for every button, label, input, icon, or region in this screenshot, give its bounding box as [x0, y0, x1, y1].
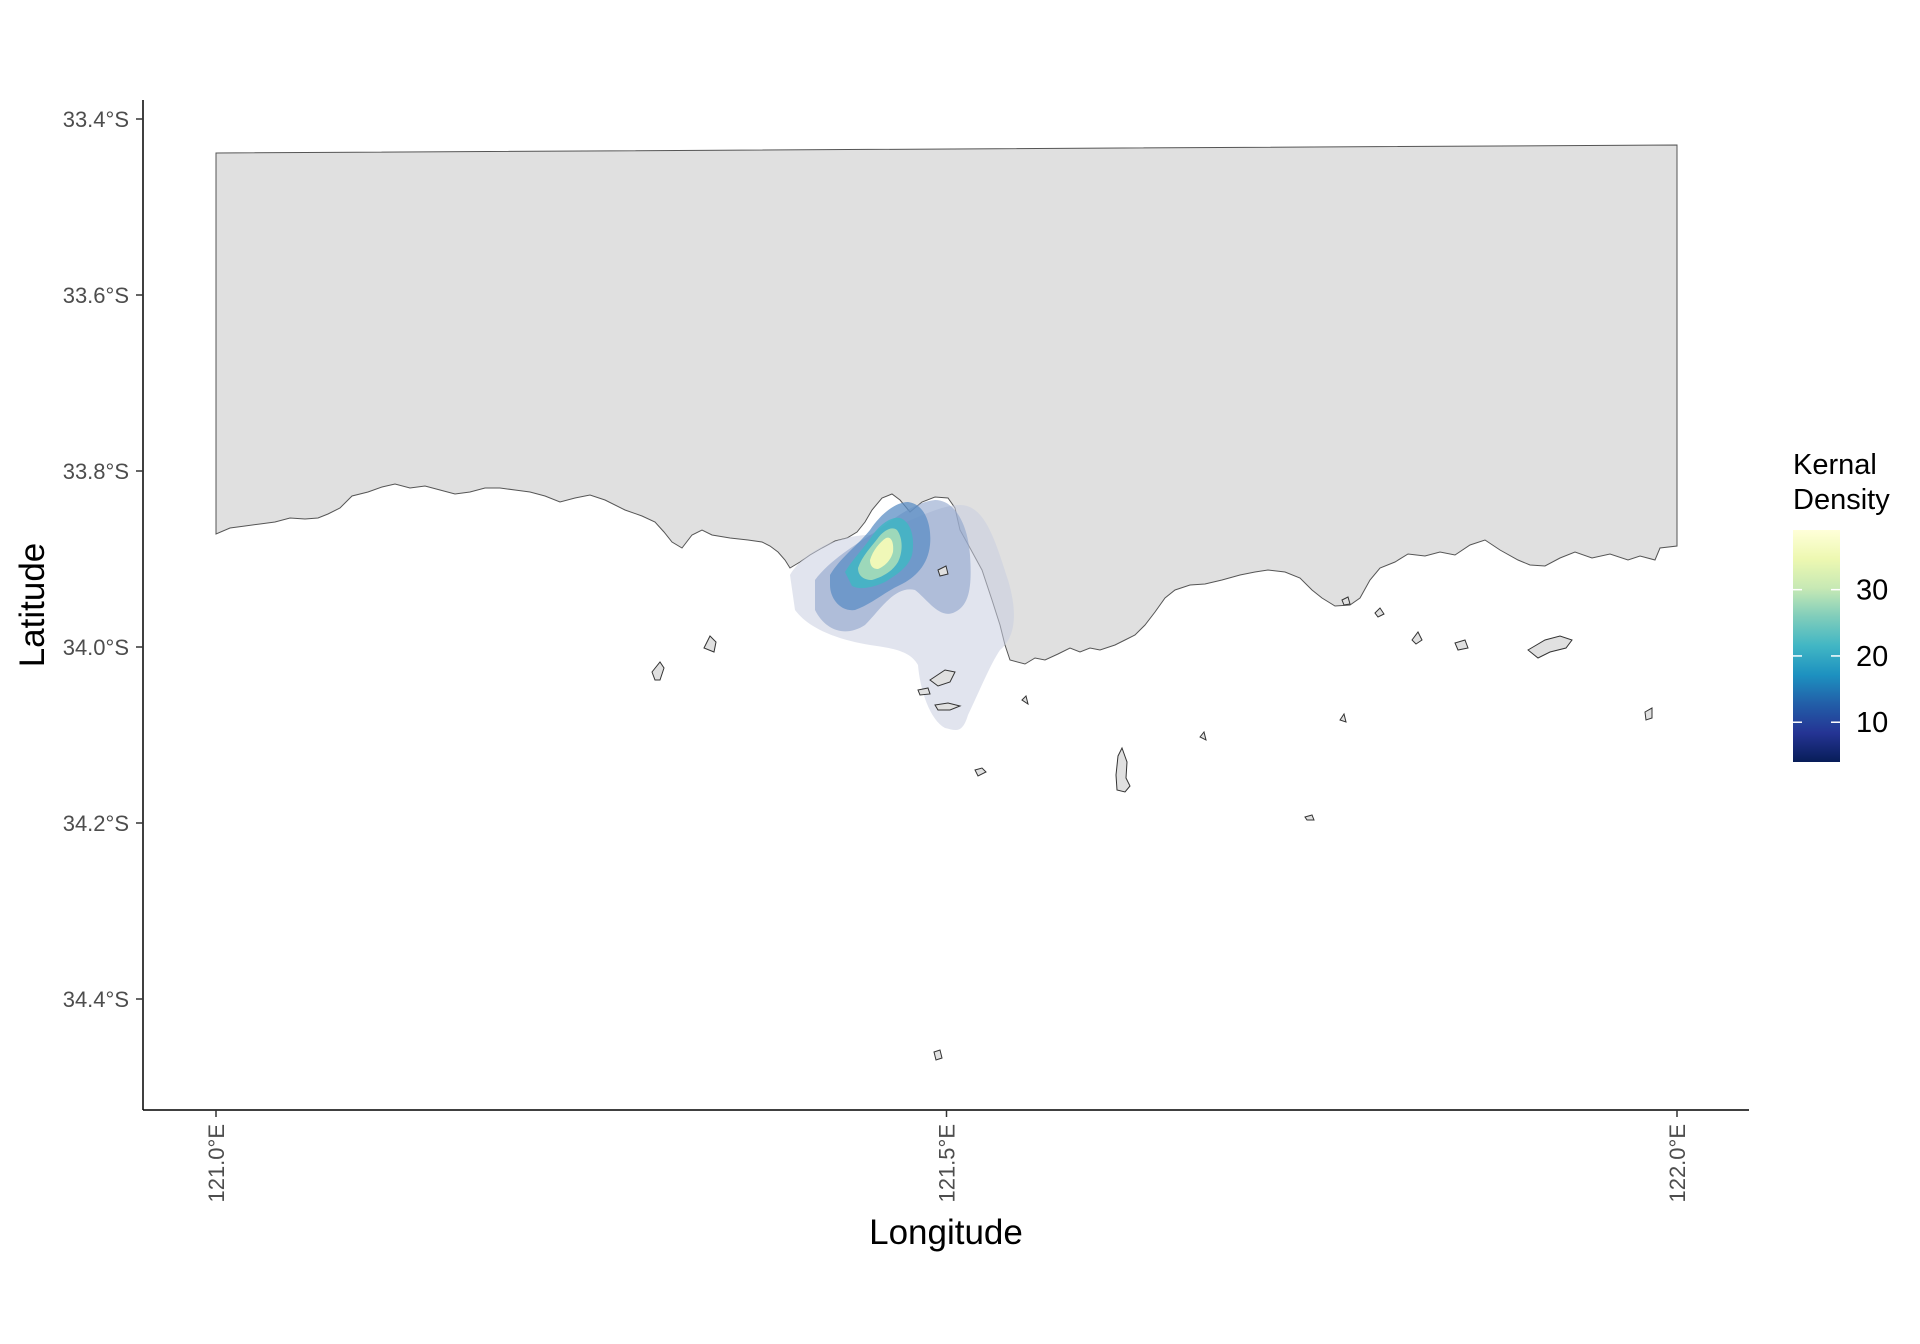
y-tick-label: 34.0°S: [63, 635, 129, 660]
x-tick-label: 121.0°E: [204, 1124, 229, 1203]
y-tick-label: 34.4°S: [63, 987, 129, 1012]
legend-colorbar: [1793, 530, 1840, 762]
island: [917, 687, 931, 696]
island: [1527, 635, 1573, 659]
island: [1199, 730, 1207, 741]
y-ticks: 33.4°S 33.6°S 33.8°S 34.0°S 34.2°S 34.4°S: [63, 107, 143, 1012]
x-axis-title: Longitude: [869, 1213, 1023, 1252]
density-contour-level-6: [870, 537, 894, 569]
island: [703, 635, 717, 653]
island: [651, 661, 665, 681]
legend-ticks: 10 20 30: [1793, 575, 1888, 739]
island: [1339, 712, 1347, 723]
density-layer: [790, 500, 1014, 731]
island: [937, 565, 949, 577]
island: [1411, 631, 1423, 645]
y-tick-label: 34.2°S: [63, 811, 129, 836]
y-tick-label: 33.6°S: [63, 283, 129, 308]
island: [1115, 746, 1131, 793]
island: [1304, 814, 1315, 821]
island: [929, 669, 956, 687]
y-axis-title: Latitude: [13, 543, 52, 668]
island: [1374, 607, 1385, 618]
y-tick-label: 33.4°S: [63, 107, 129, 132]
legend-tick-label: 10: [1856, 707, 1888, 739]
x-tick-label: 121.5°E: [935, 1124, 960, 1203]
y-tick-label: 33.8°S: [63, 459, 129, 484]
legend-tick-label: 20: [1856, 641, 1888, 673]
legend-title-line-1: Kernal: [1793, 449, 1877, 481]
mainland-polygon: [215, 144, 1678, 665]
x-tick-label: 122.0°E: [1665, 1124, 1690, 1203]
legend-title-line-2: Density: [1793, 484, 1890, 516]
island: [933, 1049, 943, 1061]
legend-tick-label: 30: [1856, 575, 1888, 607]
legend: Kernal Density 10 20 30: [1793, 449, 1890, 762]
island: [1021, 695, 1029, 706]
island: [934, 702, 962, 711]
islands-layer: [651, 565, 1653, 1061]
island: [1454, 639, 1469, 651]
island: [1341, 596, 1351, 606]
island: [1644, 707, 1653, 721]
island: [974, 767, 987, 777]
